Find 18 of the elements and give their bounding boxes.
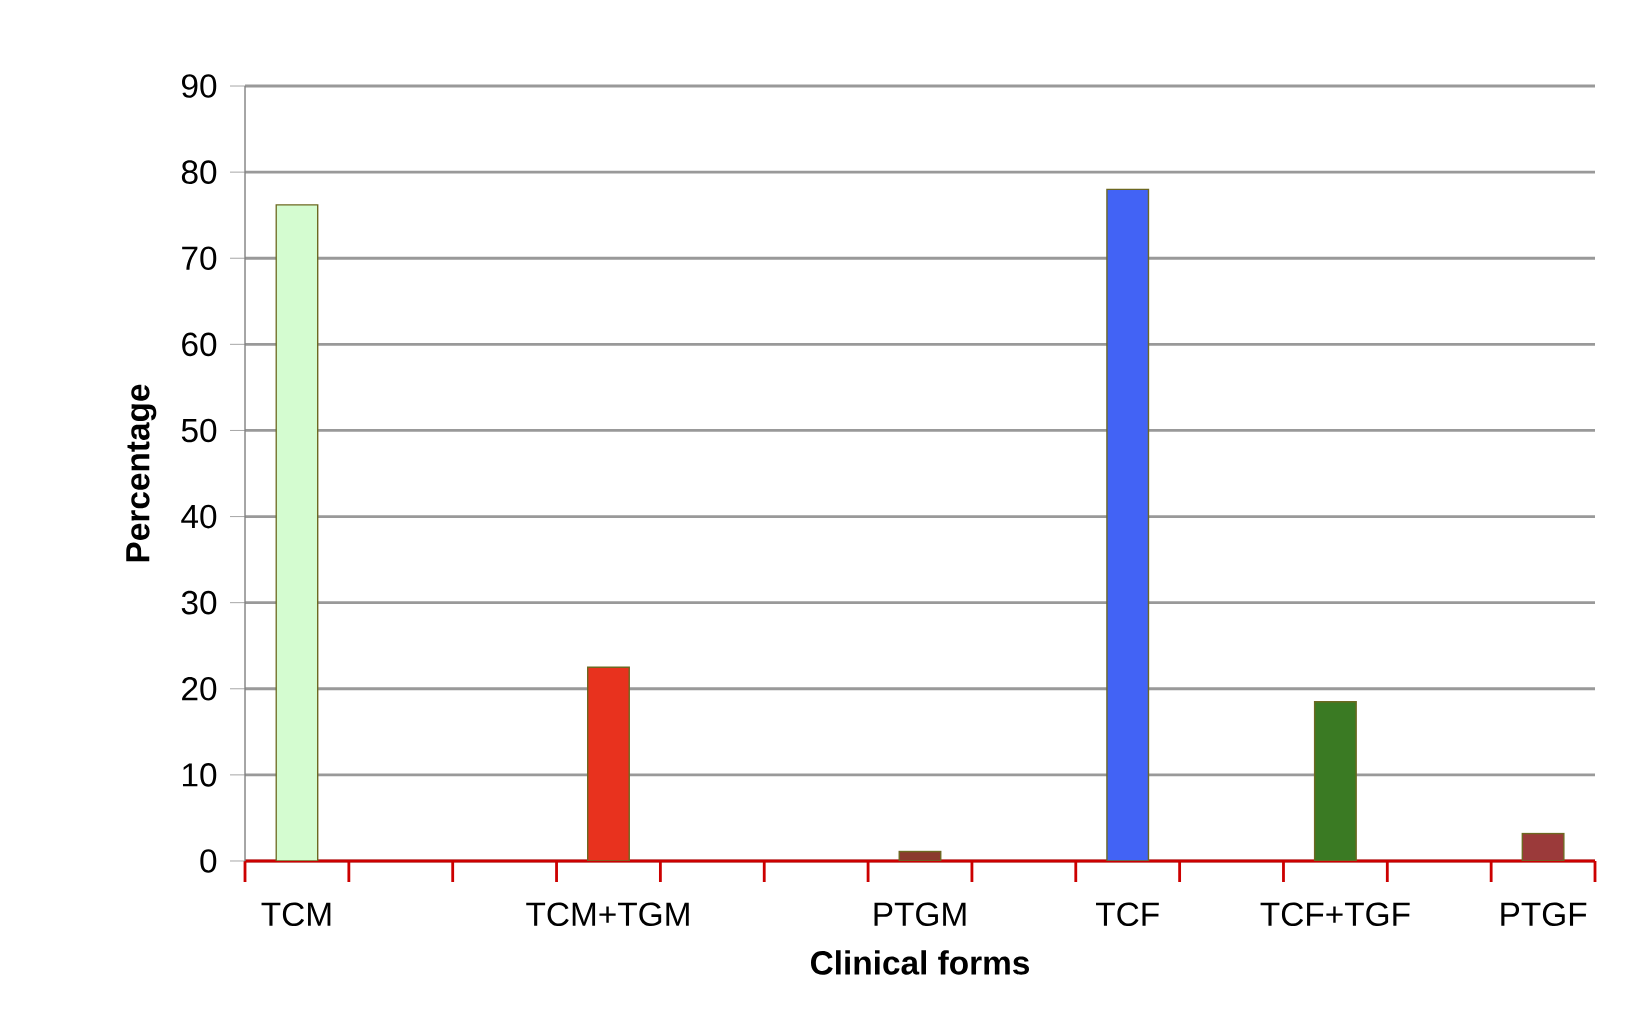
x-tick-label: TCF+TGF [1260, 902, 1410, 927]
x-axis-title: Clinical forms [810, 950, 1030, 975]
y-tick-label: 10 [182, 763, 217, 787]
y-tick-label: 40 [181, 504, 217, 529]
y-tick-label: 70 [182, 246, 217, 271]
x-tick-label: TCM [261, 902, 331, 927]
x-tick-label: PTGM [874, 902, 966, 927]
y-tick-label: 90 [182, 74, 217, 98]
y-tick-label: 80 [181, 160, 217, 184]
y-tick-label: 20 [182, 676, 217, 701]
y-tick-label: 0 [200, 849, 217, 873]
y-tick-label: 60 [182, 332, 217, 357]
y-tick-label: 30 [181, 590, 217, 615]
x-tick-label: PTGF [1501, 902, 1587, 927]
y-tick-label: 50 [181, 418, 217, 443]
y-axis-title: Percentage [126, 384, 157, 562]
x-tick-label: TCF [1096, 902, 1159, 927]
x-tick-label: TCM+TGM [526, 902, 689, 927]
